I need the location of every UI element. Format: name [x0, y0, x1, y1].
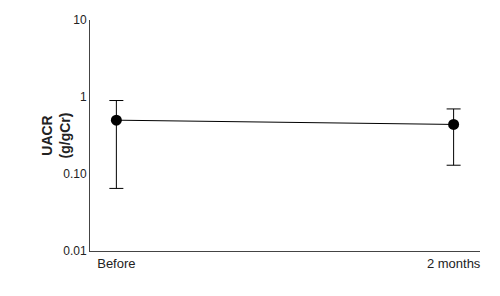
- svg-text:0.10: 0.10: [63, 167, 87, 181]
- svg-text:Before: Before: [97, 256, 135, 271]
- svg-text:0.01: 0.01: [63, 244, 87, 258]
- svg-text:UACR(g/gCr): UACR(g/gCr): [39, 113, 73, 159]
- svg-text:2 months: 2 months: [427, 256, 481, 271]
- svg-text:10: 10: [73, 13, 87, 27]
- svg-text:1: 1: [80, 90, 87, 104]
